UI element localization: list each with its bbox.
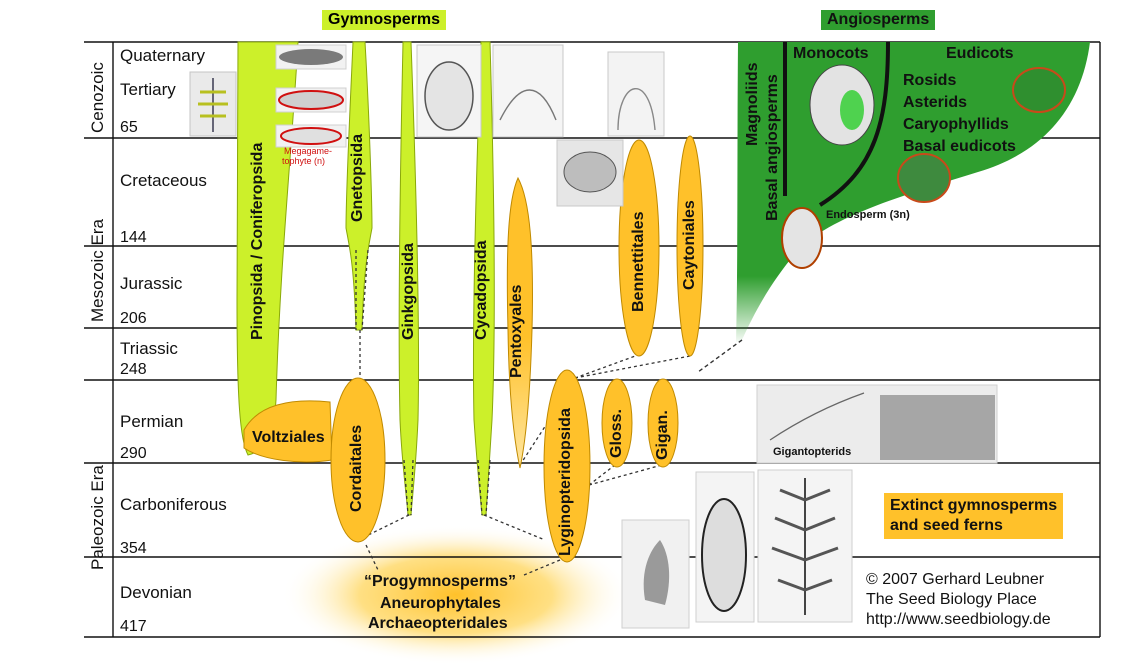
time-scale-lines: [84, 41, 1101, 638]
period-cretaceous: Cretaceous: [120, 171, 207, 190]
label-lyginopteridopsida: Lyginopteridopsida: [557, 408, 574, 556]
label-gloss: Gloss.: [608, 409, 625, 458]
credit-url[interactable]: http://www.seedbiology.de: [866, 611, 1051, 628]
label-pinopsida: Pinopsida / Coniferopsida: [249, 142, 266, 340]
extinct-legend-line2: and seed ferns: [890, 517, 1003, 534]
angiosperm-origin-dash: [697, 339, 743, 373]
gymnosperms-header: Gymnosperms: [322, 10, 447, 30]
label-megagametophyte-1: Megagame-: [284, 146, 333, 156]
period-tertiary: Tertiary: [120, 80, 176, 99]
period-carboniferous: Carboniferous: [120, 495, 227, 514]
mya-290: 290: [120, 445, 147, 462]
label-basal-angiosperms: Basal angiosperms: [764, 74, 781, 221]
label-gnetopsida: Gnetopsida: [349, 133, 366, 222]
label-bennettitales: Bennettitales: [630, 211, 647, 312]
mya-354: 354: [120, 540, 147, 557]
period-permian: Permian: [120, 412, 184, 431]
label-gigan: Gigan.: [654, 410, 671, 460]
extinct-legend: Extinct gymnosperms and seed ferns: [884, 493, 1064, 539]
label-eudicots: Eudicots: [946, 45, 1014, 62]
mya-248: 248: [120, 361, 147, 378]
period-triassic: Triassic: [120, 339, 178, 358]
mya-417: 417: [120, 618, 147, 635]
label-asterids: Asterids: [903, 94, 968, 111]
label-rosids: Rosids: [903, 72, 957, 89]
label-voltziales: Voltziales: [252, 429, 325, 446]
extinct-lineages: [243, 135, 704, 563]
period-quaternary: Quaternary: [120, 46, 206, 65]
label-basal-eudicots: Basal eudicots: [903, 138, 1016, 155]
era-paleozoic: Paleozoic Era: [88, 465, 107, 570]
progymnosperms-line1: “Progymnosperms”: [364, 573, 517, 590]
label-pentoxyales: Pentoxyales: [508, 284, 525, 378]
label-endosperm: Endosperm (3n): [826, 209, 910, 221]
era-cenozoic: Cenozoic: [88, 62, 107, 133]
label-caytoniales: Caytoniales: [681, 200, 698, 290]
period-jurassic: Jurassic: [120, 274, 183, 293]
mya-206: 206: [120, 310, 147, 327]
label-cycadopsida: Cycadopsida: [473, 240, 490, 340]
angiosperms-header: Angiosperms: [821, 10, 936, 30]
mya-65: 65: [120, 119, 138, 136]
label-caryophyllids: Caryophyllids: [903, 116, 1009, 133]
gymnosperm-dashes: [355, 249, 691, 576]
progymnosperm-glow: [281, 525, 631, 665]
label-magnoliids: Magnoliids: [744, 62, 761, 146]
credit-line2: The Seed Biology Place: [866, 591, 1037, 608]
label-ginkgopsida: Ginkgopsida: [400, 243, 417, 340]
progymnosperms-line2: Aneurophytales: [380, 595, 501, 612]
period-devonian: Devonian: [120, 583, 192, 602]
label-gigantopterids: Gigantopterids: [773, 446, 852, 458]
label-megagametophyte-2: tophyte (n): [282, 156, 326, 166]
extinct-legend-line1: Extinct gymnosperms: [890, 497, 1058, 514]
angiosperm-branches: [783, 41, 890, 207]
credit-line1: © 2007 Gerhard Leubner: [866, 571, 1045, 588]
credit-block: © 2007 Gerhard Leubner The Seed Biology …: [866, 570, 1051, 630]
label-monocots: Monocots: [793, 45, 869, 62]
progymnosperms-line3: Archaeopteridales: [368, 615, 508, 632]
gigantopterid-illustration: [756, 384, 998, 464]
label-cordaitales: Cordaitales: [348, 424, 365, 512]
era-mesozoic: Mesozoic Era: [88, 219, 107, 322]
seed-illustrations: [189, 44, 1066, 629]
mya-144: 144: [120, 229, 147, 246]
